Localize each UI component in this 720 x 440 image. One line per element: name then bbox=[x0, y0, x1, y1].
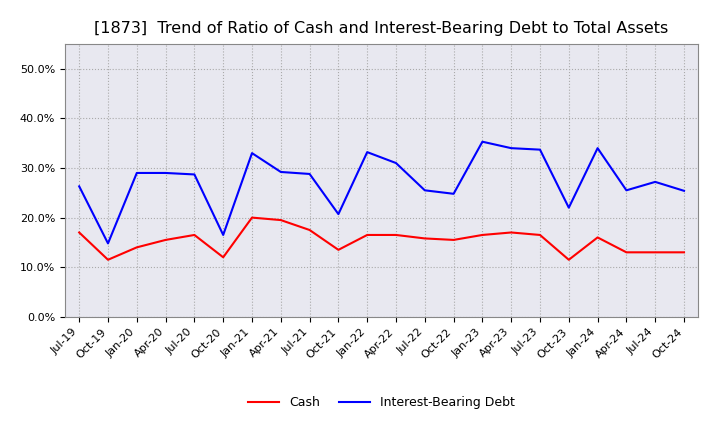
Cash bbox=[449, 237, 458, 242]
Cash bbox=[363, 232, 372, 238]
Interest-Bearing Debt bbox=[651, 179, 660, 184]
Interest-Bearing Debt bbox=[449, 191, 458, 196]
Line: Cash: Cash bbox=[79, 218, 684, 260]
Interest-Bearing Debt bbox=[392, 161, 400, 166]
Cash bbox=[248, 215, 256, 220]
Cash bbox=[75, 230, 84, 235]
Interest-Bearing Debt bbox=[507, 146, 516, 151]
Interest-Bearing Debt bbox=[564, 205, 573, 210]
Cash bbox=[536, 232, 544, 238]
Cash bbox=[276, 217, 285, 223]
Cash bbox=[132, 245, 141, 250]
Interest-Bearing Debt bbox=[363, 150, 372, 155]
Line: Interest-Bearing Debt: Interest-Bearing Debt bbox=[79, 142, 684, 243]
Cash bbox=[651, 249, 660, 255]
Cash bbox=[478, 232, 487, 238]
Interest-Bearing Debt bbox=[75, 184, 84, 189]
Cash bbox=[190, 232, 199, 238]
Cash bbox=[334, 247, 343, 253]
Cash bbox=[104, 257, 112, 262]
Interest-Bearing Debt bbox=[622, 188, 631, 193]
Cash bbox=[305, 227, 314, 233]
Interest-Bearing Debt bbox=[478, 139, 487, 144]
Cash bbox=[420, 236, 429, 241]
Cash bbox=[564, 257, 573, 262]
Legend: Cash, Interest-Bearing Debt: Cash, Interest-Bearing Debt bbox=[243, 391, 520, 414]
Interest-Bearing Debt bbox=[680, 188, 688, 194]
Interest-Bearing Debt bbox=[334, 212, 343, 217]
Title: [1873]  Trend of Ratio of Cash and Interest-Bearing Debt to Total Assets: [1873] Trend of Ratio of Cash and Intere… bbox=[94, 21, 669, 36]
Cash bbox=[392, 232, 400, 238]
Interest-Bearing Debt bbox=[305, 171, 314, 176]
Interest-Bearing Debt bbox=[248, 150, 256, 156]
Cash bbox=[622, 249, 631, 255]
Interest-Bearing Debt bbox=[132, 170, 141, 176]
Cash bbox=[219, 255, 228, 260]
Interest-Bearing Debt bbox=[276, 169, 285, 175]
Cash bbox=[507, 230, 516, 235]
Interest-Bearing Debt bbox=[161, 170, 170, 176]
Interest-Bearing Debt bbox=[536, 147, 544, 152]
Cash bbox=[161, 237, 170, 242]
Interest-Bearing Debt bbox=[420, 188, 429, 193]
Interest-Bearing Debt bbox=[190, 172, 199, 177]
Interest-Bearing Debt bbox=[219, 232, 228, 238]
Cash bbox=[680, 249, 688, 255]
Cash bbox=[593, 235, 602, 240]
Interest-Bearing Debt bbox=[593, 146, 602, 151]
Interest-Bearing Debt bbox=[104, 241, 112, 246]
